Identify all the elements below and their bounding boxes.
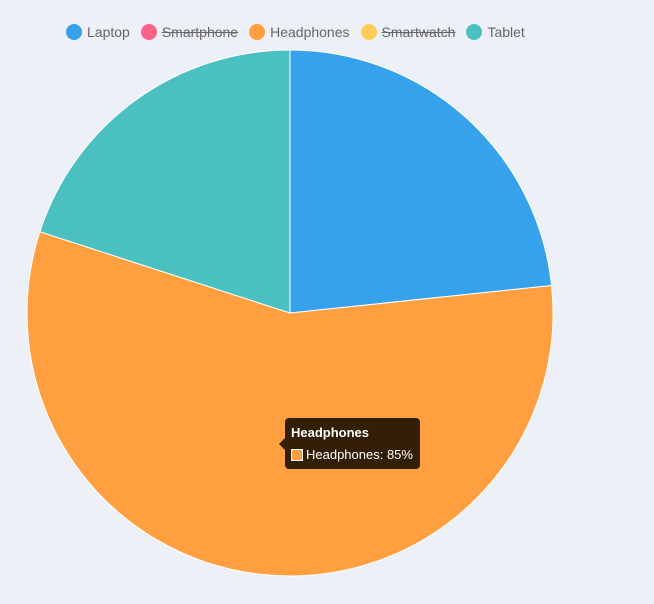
legend-swatch-smartphone <box>140 24 157 40</box>
legend-label-tablet: Tablet <box>487 24 525 40</box>
chart-legend: Laptop Smartphone Headphones Smartwatch Tabl… <box>66 21 536 43</box>
legend-label-laptop: Laptop <box>87 24 130 40</box>
legend-item-laptop[interactable]: Laptop <box>66 24 130 40</box>
legend-swatch-laptop <box>66 24 82 40</box>
tooltip-row: Headphones: 85% <box>291 446 413 463</box>
legend-item-tablet[interactable]: Tablet <box>466 24 525 40</box>
legend-swatch-headphones <box>249 24 266 40</box>
pie-slice-tablet[interactable] <box>39 49 291 314</box>
legend-item-smartwatch[interactable]: Smartwatch <box>360 24 456 40</box>
legend-item-smartphone[interactable]: Smartphone <box>140 24 239 40</box>
legend-swatch-tablet <box>466 24 483 40</box>
tooltip-label: Headphones: 85% <box>306 447 413 462</box>
tooltip-title: Headphones <box>291 425 370 440</box>
legend-label-smartphone: Smartphone <box>161 24 239 40</box>
legend-swatch-smartwatch <box>360 24 377 40</box>
legend-label-smartwatch: Smartwatch <box>381 24 456 40</box>
legend-label-headphones: Headphones <box>270 24 350 40</box>
chart-tooltip: Headphones Headphones: 85% <box>279 418 420 469</box>
tooltip-swatch <box>291 448 303 461</box>
legend-item-headphones[interactable]: Headphones <box>249 24 350 40</box>
pie-slice-laptop[interactable] <box>289 49 553 314</box>
pie-slice-headphones[interactable] <box>26 231 554 577</box>
